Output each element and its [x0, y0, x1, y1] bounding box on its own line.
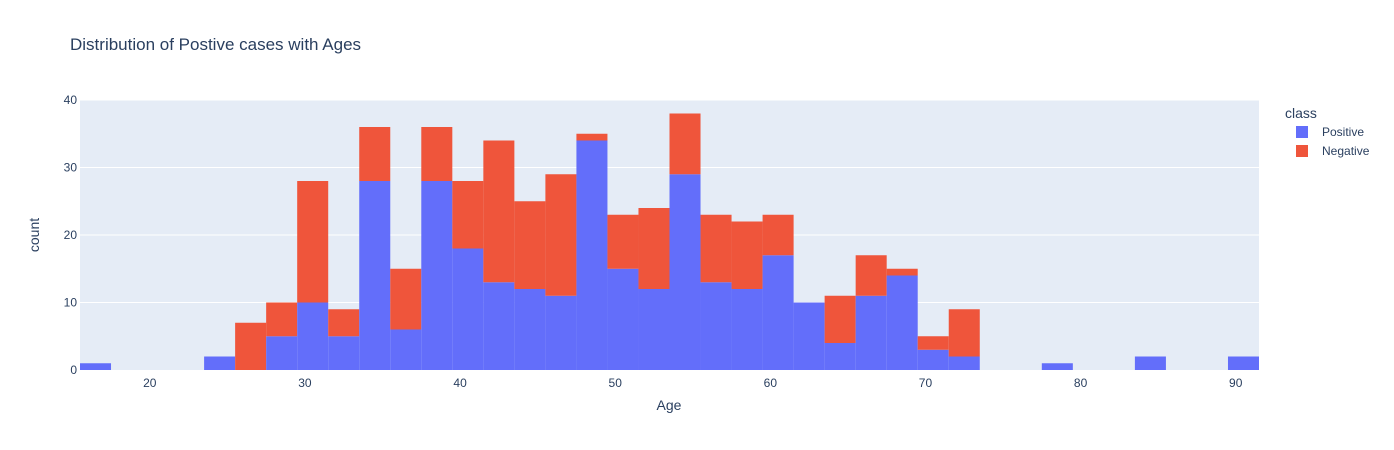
bar-negative[interactable]: [483, 140, 515, 283]
bar-positive[interactable]: [886, 275, 918, 371]
bar-negative[interactable]: [514, 201, 546, 289]
bar-positive[interactable]: [483, 282, 515, 370]
y-tick-label: 40: [64, 93, 78, 107]
y-tick-label: 20: [64, 228, 78, 242]
bar-negative[interactable]: [855, 255, 887, 296]
bar-positive[interactable]: [607, 268, 639, 370]
x-tick-label: 80: [1074, 376, 1088, 390]
legend-title: class: [1285, 105, 1317, 121]
bar-positive[interactable]: [514, 289, 546, 370]
bar-positive[interactable]: [1041, 363, 1073, 370]
bar-positive[interactable]: [328, 336, 360, 370]
bar-negative[interactable]: [297, 181, 329, 303]
x-tick-label: 30: [298, 376, 312, 390]
legend-item-positive[interactable]: Positive: [1296, 125, 1364, 139]
bar-positive[interactable]: [576, 140, 608, 371]
legend-swatch: [1296, 126, 1308, 138]
bar-positive[interactable]: [421, 181, 453, 370]
bar-positive[interactable]: [948, 356, 980, 371]
x-tick-label: 50: [609, 376, 623, 390]
y-axis-title: count: [26, 218, 42, 252]
x-tick-label: 60: [764, 376, 778, 390]
bar-negative[interactable]: [421, 127, 453, 181]
bar-negative[interactable]: [328, 309, 360, 337]
bar-positive[interactable]: [669, 174, 701, 370]
bar-positive[interactable]: [731, 289, 763, 370]
y-tick-label: 10: [64, 296, 78, 310]
bar-positive[interactable]: [452, 248, 484, 371]
bar-negative[interactable]: [669, 113, 701, 175]
y-tick-label: 0: [70, 363, 77, 377]
bar-positive[interactable]: [1134, 356, 1166, 371]
bar-negative[interactable]: [390, 268, 422, 330]
bar-positive[interactable]: [855, 295, 887, 370]
bar-positive[interactable]: [204, 356, 236, 371]
bar-negative[interactable]: [359, 127, 391, 181]
bar-positive[interactable]: [80, 363, 112, 370]
bar-negative[interactable]: [266, 302, 298, 337]
bar-positive[interactable]: [390, 329, 422, 371]
bar-negative[interactable]: [576, 133, 608, 141]
x-tick-label: 20: [143, 376, 157, 390]
bar-positive[interactable]: [793, 302, 825, 371]
bar-positive[interactable]: [545, 295, 577, 370]
bar-negative[interactable]: [638, 208, 670, 289]
bars: [80, 113, 1259, 371]
y-axis-ticks: 0 10 20 30 40: [64, 93, 78, 377]
x-tick-label: 40: [453, 376, 467, 390]
bar-negative[interactable]: [948, 309, 980, 357]
bar-positive[interactable]: [1227, 356, 1259, 371]
legend-label: Positive: [1322, 125, 1364, 139]
bar-positive[interactable]: [359, 181, 391, 370]
chart-title: Distribution of Postive cases with Ages: [70, 35, 361, 54]
bar-positive[interactable]: [762, 255, 794, 370]
bar-negative[interactable]: [452, 181, 484, 249]
bar-negative[interactable]: [700, 214, 732, 283]
legend-swatch: [1296, 145, 1308, 157]
bar-negative[interactable]: [545, 174, 577, 296]
x-axis-ticks: 20 30 40 50 60 70 80 90: [143, 376, 1243, 390]
bar-positive[interactable]: [297, 302, 329, 371]
legend-label: Negative: [1322, 144, 1370, 158]
bar-positive[interactable]: [824, 343, 856, 370]
bar-negative[interactable]: [607, 214, 639, 269]
y-tick-label: 30: [64, 161, 78, 175]
legend[interactable]: class Positive Negative: [1285, 105, 1370, 158]
bar-negative[interactable]: [917, 336, 949, 350]
x-axis-title: Age: [657, 397, 682, 413]
legend-item-negative[interactable]: Negative: [1296, 144, 1370, 158]
bar-positive[interactable]: [917, 349, 949, 370]
bar-negative[interactable]: [235, 322, 267, 370]
x-tick-label: 70: [919, 376, 933, 390]
x-tick-label: 90: [1229, 376, 1243, 390]
bar-positive[interactable]: [638, 289, 670, 370]
bar-negative[interactable]: [824, 295, 856, 343]
bar-positive[interactable]: [266, 336, 298, 370]
bar-negative[interactable]: [762, 214, 794, 256]
bar-positive[interactable]: [700, 282, 732, 370]
bar-negative[interactable]: [886, 268, 918, 276]
bar-negative[interactable]: [731, 221, 763, 290]
